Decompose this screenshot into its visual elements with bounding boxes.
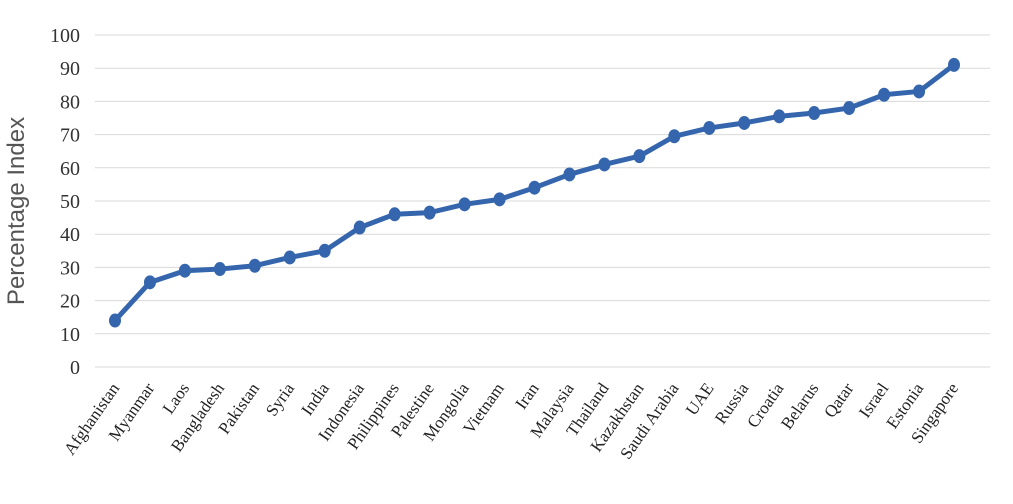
data-point xyxy=(773,109,786,124)
data-point xyxy=(143,275,156,290)
y-axis-title: Percentage Index xyxy=(3,117,30,305)
x-category-label: Iran xyxy=(512,379,544,413)
data-point xyxy=(248,258,261,273)
data-point xyxy=(178,263,191,278)
data-point xyxy=(353,220,366,235)
y-tick-label: 100 xyxy=(50,25,80,47)
y-tick-label: 50 xyxy=(60,191,80,213)
data-point xyxy=(458,197,471,212)
data-point xyxy=(493,192,506,207)
data-point xyxy=(913,84,926,99)
data-point xyxy=(283,250,296,265)
data-point xyxy=(598,157,611,172)
y-tick-label: 60 xyxy=(60,158,80,180)
x-category-label: Belarus xyxy=(777,379,822,432)
y-tick-label: 90 xyxy=(60,58,80,80)
gridlines xyxy=(95,34,990,368)
data-point xyxy=(703,120,716,135)
y-tick-label: 30 xyxy=(60,257,80,279)
data-point xyxy=(318,243,331,258)
y-tick-label: 10 xyxy=(60,324,80,346)
data-point xyxy=(668,129,681,144)
data-point xyxy=(388,207,401,222)
data-point xyxy=(633,149,646,164)
data-point xyxy=(738,115,751,130)
y-axis-ticks: 0 10 20 30 40 50 60 70 80 90 100 xyxy=(50,25,80,379)
data-point xyxy=(528,180,541,195)
data-point xyxy=(109,313,121,328)
data-point xyxy=(878,87,891,102)
x-category-label: Qatar xyxy=(820,379,857,421)
x-category-label: Laos xyxy=(159,379,194,417)
data-point xyxy=(948,57,960,72)
data-point xyxy=(213,262,226,277)
data-point xyxy=(423,205,436,220)
y-tick-label: 20 xyxy=(60,291,80,313)
y-tick-label: 0 xyxy=(70,357,80,379)
data-point xyxy=(563,167,576,182)
series-group xyxy=(109,57,960,328)
y-tick-label: 80 xyxy=(60,91,80,113)
data-point xyxy=(808,106,821,121)
x-category-label: UAE xyxy=(682,379,718,419)
y-tick-label: 70 xyxy=(60,125,80,147)
x-category-label: Syria xyxy=(262,379,298,420)
data-point xyxy=(843,101,856,116)
y-tick-label: 40 xyxy=(60,224,80,246)
